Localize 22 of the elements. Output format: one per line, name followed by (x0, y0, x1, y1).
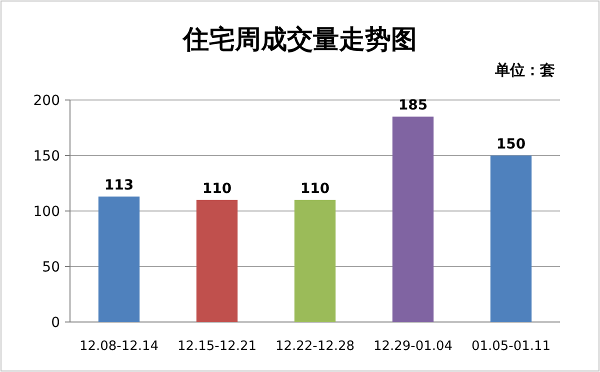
data-label: 150 (496, 136, 526, 152)
x-tick-label: 12.29-01.04 (373, 339, 453, 354)
y-tick-label: 200 (33, 93, 60, 109)
x-tick-label: 01.05-01.11 (471, 339, 551, 354)
chart-title: 住宅周成交量走势图 (182, 25, 417, 55)
y-tick-label: 150 (33, 148, 60, 164)
data-label: 185 (398, 98, 428, 114)
x-tick-label: 12.15-12.21 (177, 339, 257, 354)
data-label: 110 (202, 180, 232, 197)
data-label: 110 (300, 180, 330, 197)
y-tick-label: 50 (42, 260, 60, 276)
bar (196, 200, 238, 322)
bar (98, 196, 140, 322)
bar (294, 200, 336, 322)
bar (490, 156, 532, 322)
bar (392, 116, 434, 322)
x-tick-label: 12.08-12.14 (79, 339, 159, 354)
y-tick-label: 100 (33, 204, 60, 220)
data-label: 113 (104, 178, 134, 194)
text: 单位：套 (494, 61, 555, 79)
x-tick-label: 12.22-12.28 (275, 339, 355, 354)
y-tick-label: 0 (51, 315, 60, 331)
